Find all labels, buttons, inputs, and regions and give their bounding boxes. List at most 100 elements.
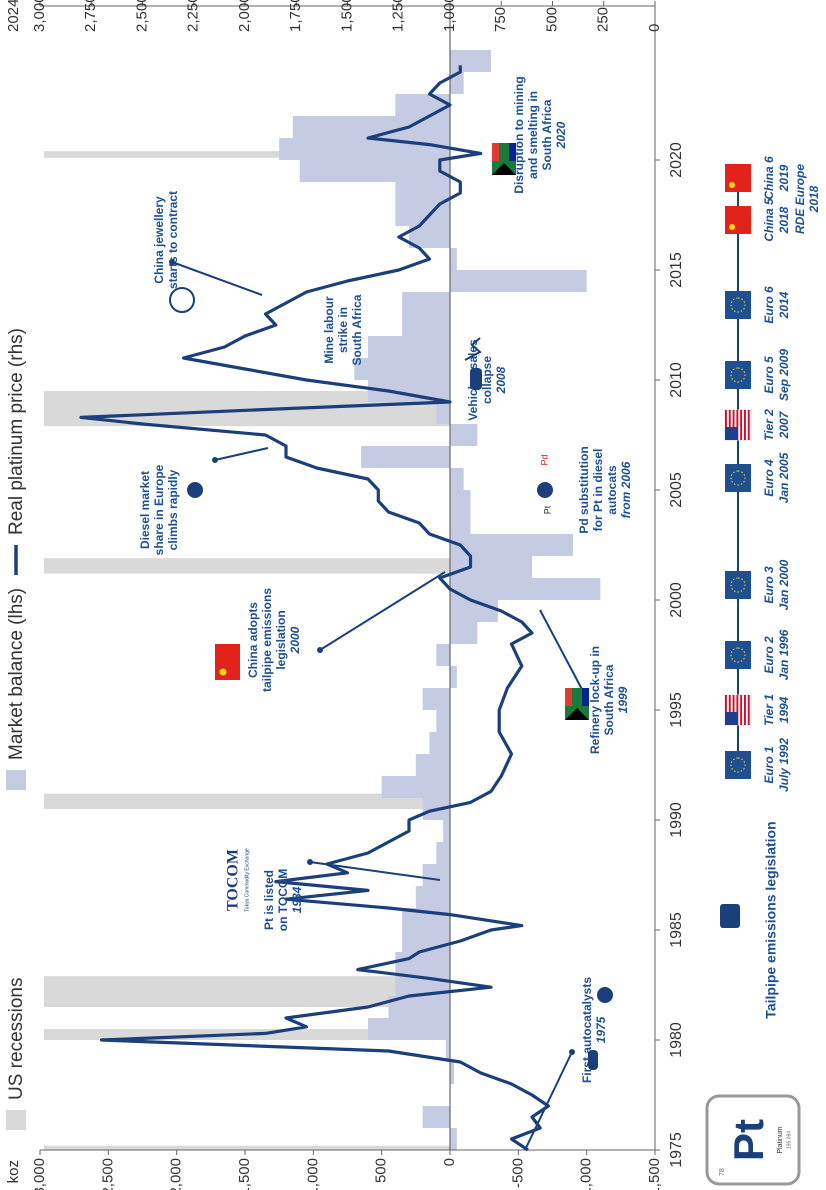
legislation-name: Euro 2 — [762, 636, 776, 674]
catalyst-icon — [187, 482, 203, 498]
eu-flag — [725, 641, 751, 669]
balance-bar — [299, 160, 450, 182]
catalyst-icon — [597, 987, 613, 1003]
annotation-text: on TOCOM — [276, 869, 290, 931]
y2-tick-label: 2,500 — [133, 0, 150, 32]
annotation-date: 2000 — [288, 626, 302, 654]
y2-tick-label: 250 — [595, 7, 612, 32]
recession-band — [44, 391, 450, 427]
legislation-date: 2018 — [777, 206, 791, 234]
us-stripe — [747, 410, 750, 440]
legislation-icon — [720, 904, 740, 928]
y2-tick-label: 2,250 — [185, 0, 202, 32]
legend-label: Real platinum price (rhs) — [6, 328, 27, 535]
legislation-name: Tier 1 — [762, 694, 776, 726]
annotation-text: China jewellery — [152, 196, 166, 284]
x-tick-label: 1980 — [668, 1022, 685, 1058]
legend-swatch — [6, 1110, 26, 1130]
legislation-name: Euro 5 — [762, 356, 776, 394]
sa-flag-top — [565, 688, 572, 706]
annotation-text: South Africa — [602, 664, 616, 735]
legislation-title: Tailpipe emissions legislation — [763, 821, 779, 1018]
pt-icon-label: Pt — [542, 505, 552, 514]
legislation-name: Euro 3 — [762, 566, 776, 604]
y2-tick-label: 2,750 — [82, 0, 99, 32]
balance-bar — [445, 1040, 450, 1062]
x-tick-label: 1995 — [668, 692, 685, 728]
legislation-date: 2007 — [777, 410, 791, 439]
legislation-date: 2019 — [777, 164, 791, 192]
annotation-text: starts to contract — [166, 191, 180, 289]
logo-name: Platinum — [777, 1126, 784, 1153]
annotation-text: legislation — [274, 610, 288, 669]
balance-bar — [450, 468, 464, 490]
ring-icon — [169, 287, 195, 313]
sa-flag-band — [492, 163, 516, 175]
eu-stars — [730, 470, 746, 486]
balance-bar — [409, 226, 450, 248]
legislation-date: Jan 1996 — [777, 629, 791, 680]
balance-bar — [450, 1062, 455, 1084]
sa-flag-band — [565, 708, 589, 720]
leader-dot — [569, 1049, 575, 1055]
x-tick-label: 2005 — [668, 472, 685, 508]
us-stripe — [740, 695, 743, 725]
y-tick-label: 0 — [441, 1158, 458, 1166]
x-tick-label: 1990 — [668, 802, 685, 838]
us-stripe — [740, 410, 743, 440]
eu-flag — [725, 291, 751, 319]
annotation-text: Refinery lock-up in — [588, 646, 602, 754]
balance-bar — [450, 556, 532, 578]
leader-dot — [307, 859, 313, 865]
balance-bar — [361, 446, 450, 468]
y2-tick-label: 500 — [543, 7, 560, 32]
annotation-text: collapse — [480, 356, 494, 404]
legend-label: US recessions — [6, 978, 27, 1101]
annotation-text: autocats — [605, 465, 619, 515]
us-stripe — [747, 695, 750, 725]
annotation-text: and smelting in — [526, 91, 540, 179]
china-flag — [725, 206, 751, 234]
balance-bar — [436, 644, 451, 666]
pd-icon-label: Pd — [539, 454, 549, 465]
eu-flag — [725, 571, 751, 599]
logo-box — [705, 1094, 801, 1186]
y2-tick-label: 1,000 — [441, 0, 458, 32]
legislation-name: China 5 — [762, 198, 776, 242]
y-tick-label: -1,000 — [578, 1158, 595, 1190]
china-flag — [725, 164, 751, 192]
balance-bar — [450, 578, 601, 600]
leader-line — [524, 1051, 573, 1151]
balance-bar — [443, 820, 450, 842]
balance-bar — [450, 50, 491, 72]
legislation-note: RDE Europe — [793, 164, 807, 234]
eu-stars — [730, 367, 746, 383]
y2-tick-label: 0 — [646, 24, 663, 32]
legend-swatch — [6, 770, 26, 790]
logo-number: 78 — [719, 1168, 726, 1176]
legislation-date: 2014 — [777, 291, 791, 319]
y-axis-unit: koz — [5, 1160, 22, 1183]
legislation-date: Jan 2005 — [777, 452, 791, 503]
tocom-logo: TOCOM — [225, 849, 242, 911]
leader-line — [171, 261, 263, 296]
rotated-chart: -1,500 -1,000 -500 0 500 1,000 1,500 2,000 2,500… — [5, 0, 821, 1190]
logo-symbol: Pt — [725, 1119, 772, 1161]
annotation-text: strike in — [336, 307, 350, 353]
annotation-text: share in Europe — [152, 464, 166, 555]
x-tick-label: 1985 — [668, 912, 685, 948]
balance-bar — [429, 732, 450, 754]
y2-tick-label: 3,000 — [31, 0, 48, 32]
sa-flag-bottom — [582, 688, 589, 706]
balance-bar — [354, 358, 451, 380]
us-stripe — [744, 410, 746, 440]
eu-stars — [730, 647, 746, 663]
leader-line — [319, 571, 446, 651]
flag-star — [729, 182, 735, 188]
annotation-date: from 2006 — [619, 461, 633, 518]
annotation-text: Disruption to mining — [512, 76, 526, 193]
eu-stars — [730, 577, 746, 593]
catalyst-icon — [537, 482, 553, 498]
y-tick-label: -1,500 — [646, 1158, 663, 1190]
